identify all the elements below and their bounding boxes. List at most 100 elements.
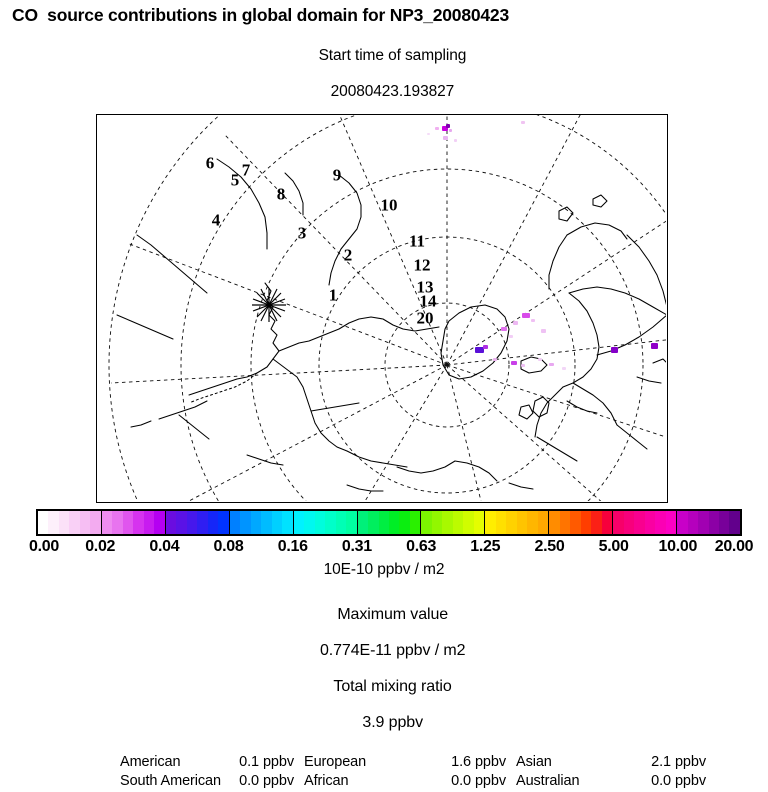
colorbar-segment (165, 511, 230, 534)
colorbar-segment (101, 511, 166, 534)
colorbar-band (368, 511, 379, 534)
colorbar-band (580, 511, 592, 534)
colorbar-band (495, 511, 507, 534)
colorbar-tick-label: 0.16 (277, 538, 308, 555)
colorbar-band (282, 511, 293, 534)
colorbar-band (90, 511, 101, 534)
colorbar-segment (485, 511, 550, 534)
colorbar-band (271, 511, 283, 534)
concentration-pixel (501, 327, 507, 331)
colorbar-band (293, 511, 305, 534)
maximum-label: Maximum value (337, 606, 449, 623)
concentration-pixel (522, 313, 530, 318)
region-cell-asian: Asian 2.1 ppbv (506, 754, 706, 770)
polar-stereographic-map (108, 115, 666, 501)
colorbar-band (314, 511, 326, 534)
maximum-and-total-row: Maximum value 0.774E-11 ppbv / m2 Total … (0, 588, 768, 750)
colorbar-band (101, 511, 113, 534)
region-name: Australian (516, 773, 580, 789)
colorbar-unit-label: 10E-10 ppbv / m2 (323, 561, 445, 578)
trajectory-station-label: 9 (332, 165, 342, 185)
colorbar-tick-label: 0.31 (341, 538, 372, 555)
region-row-2: South American 0.0 ppbv African 0.0 ppbv… (0, 773, 768, 789)
concentration-pixel (521, 364, 525, 367)
trajectory-station-label: 1 (328, 285, 338, 305)
colorbar-band (48, 511, 59, 534)
colorbar-band (623, 511, 635, 534)
colorbar-segment (357, 511, 422, 534)
start-time-label: Start time of sampling (318, 47, 467, 64)
colorbar-band (357, 511, 369, 534)
colorbar-band (197, 511, 208, 534)
concentration-pixel (446, 124, 450, 128)
trajectory-station-label: 11 (408, 231, 426, 251)
trajectory-station-label: 8 (276, 184, 286, 204)
colorbar-band (601, 511, 613, 534)
colorbar-band (644, 511, 656, 534)
colorbar-band (421, 511, 432, 534)
region-name: African (304, 773, 349, 789)
colorbar-segment (613, 511, 678, 534)
region-cell-american: American 0.1 ppbv (62, 754, 294, 770)
colorbar-band (655, 511, 666, 534)
concentration-pixel (538, 358, 542, 361)
region-value: 1.6 ppbv (451, 754, 506, 770)
colorbar-band (186, 511, 198, 534)
colorbar-tick-label: 20.00 (714, 538, 754, 555)
colorbar-band (729, 511, 740, 534)
colorbar-band (388, 511, 400, 534)
colorbar-band (698, 511, 709, 534)
region-cell-australian: Australian 0.0 ppbv (506, 773, 706, 789)
colorbar-band (112, 511, 123, 534)
colorbar-band (176, 511, 187, 534)
region-name: European (304, 754, 367, 770)
colorbar-band (378, 511, 389, 534)
trajectory-station-label: 12 (413, 255, 431, 275)
colorbar-band (325, 511, 336, 534)
colorbar-segment (549, 511, 614, 534)
total-value: 3.9 ppbv (362, 714, 423, 731)
map-panel[interactable]: 1 2 3 4 5 6 7 8 9 10 11 12 13 14 20 (96, 114, 668, 503)
colorbar-band (165, 511, 177, 534)
concentration-pixel (651, 343, 658, 349)
colorbar-band (207, 511, 219, 534)
colorbar[interactable] (36, 509, 742, 536)
region-value: 0.0 ppbv (651, 773, 706, 789)
colorbar-band (409, 511, 421, 534)
colorbar-band (431, 511, 443, 534)
total-label: Total mixing ratio (333, 678, 452, 695)
colorbar-tick-label: 0.08 (213, 538, 244, 555)
colorbar-band (218, 511, 229, 534)
colorbar-wrap (36, 509, 742, 536)
colorbar-tick-label: 5.00 (598, 538, 629, 555)
colorbar-segment (229, 511, 294, 534)
region-value: 0.0 ppbv (239, 773, 294, 789)
trajectory-station-label: 20 (416, 308, 434, 328)
colorbar-segment (38, 511, 102, 534)
colorbar-tick-label: 0.00 (29, 538, 59, 555)
colorbar-band (463, 511, 474, 534)
colorbar-band (591, 511, 602, 534)
concentration-pixel (442, 126, 448, 131)
colorbar-band (240, 511, 251, 534)
colorbar-band (335, 511, 347, 534)
colorbar-band (719, 511, 730, 534)
trajectory-station-label: 14 (419, 291, 437, 311)
colorbar-band (485, 511, 496, 534)
region-value: 2.1 ppbv (651, 754, 706, 770)
colorbar-band (665, 511, 677, 534)
colorbar-band (527, 511, 538, 534)
trajectory-station-label: 10 (380, 195, 398, 215)
colorbar-band (250, 511, 262, 534)
colorbar-band (229, 511, 241, 534)
region-name: American (120, 754, 181, 770)
colorbar-band (634, 511, 645, 534)
concentration-pixel (521, 121, 525, 124)
colorbar-band (399, 511, 410, 534)
region-row-1: American 0.1 ppbv European 1.6 ppbv Asia… (0, 754, 768, 770)
colorbar-band (38, 511, 49, 534)
concentration-pixel (531, 319, 535, 322)
colorbar-segment (293, 511, 358, 534)
concentration-pixel (483, 345, 488, 349)
concentration-pixel (427, 133, 430, 135)
